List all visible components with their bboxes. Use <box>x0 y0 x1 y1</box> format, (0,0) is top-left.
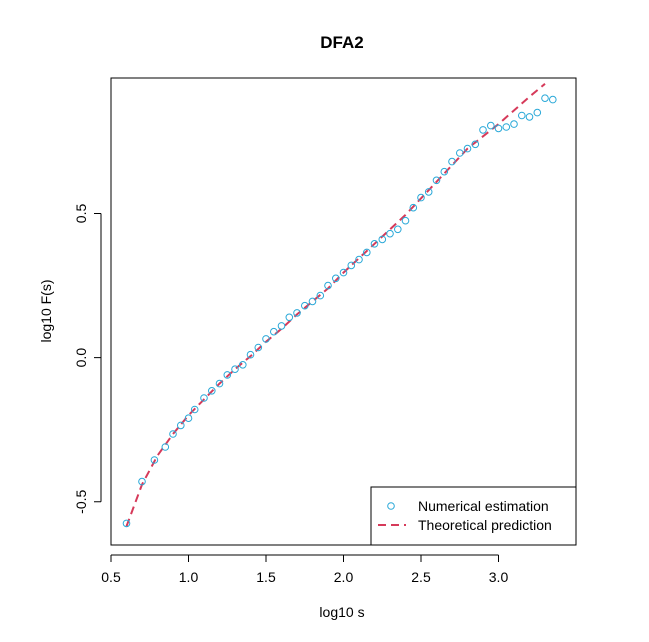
data-point <box>208 387 216 395</box>
legend-box <box>370 486 577 546</box>
data-point <box>223 371 232 379</box>
data-point <box>316 291 325 300</box>
data-point <box>215 379 224 388</box>
data-point <box>494 124 503 133</box>
x-axis-label: log10 s <box>319 604 364 620</box>
data-point <box>169 430 177 438</box>
data-point <box>487 121 495 130</box>
data-point <box>432 176 441 185</box>
data-point <box>448 157 456 166</box>
x-tick-label: 2.5 <box>411 569 431 585</box>
data-point <box>301 301 309 310</box>
data-point <box>549 95 557 104</box>
data-point <box>177 421 185 430</box>
data-point <box>525 113 534 121</box>
data-point <box>541 94 549 102</box>
legend-points-label: Numerical estimation <box>418 498 549 514</box>
x-tick-label: 3.0 <box>489 569 509 585</box>
data-point <box>386 229 394 238</box>
data-point <box>332 274 340 283</box>
data-point <box>363 248 371 257</box>
data-point <box>122 519 131 528</box>
data-point <box>409 203 418 212</box>
legend: Numerical estimation Theoretical predict… <box>370 486 577 546</box>
x-tick-label: 1.0 <box>179 569 199 585</box>
data-point <box>456 149 464 157</box>
data-point <box>347 261 356 270</box>
data-point <box>231 365 239 374</box>
y-tick-label: -0.5 <box>73 489 89 513</box>
data-point <box>394 225 402 234</box>
data-point <box>254 343 263 352</box>
data-point <box>370 240 379 248</box>
data-point <box>401 216 410 225</box>
data-point <box>324 281 332 290</box>
y-axis: -0.5 0.0 0.5 <box>73 204 102 514</box>
data-point <box>533 108 542 117</box>
data-point <box>239 361 247 369</box>
y-tick-label: 0.0 <box>73 348 89 368</box>
data-point <box>184 414 193 423</box>
data-point <box>270 327 278 336</box>
data-point <box>463 144 472 153</box>
data-point <box>355 255 363 264</box>
data-point <box>138 477 146 486</box>
data-point <box>200 394 208 402</box>
data-point <box>293 309 301 317</box>
data-point <box>510 120 518 128</box>
data-point <box>277 322 286 330</box>
x-tick-label: 0.5 <box>101 569 121 585</box>
data-point <box>262 335 270 343</box>
theoretical-prediction-line <box>125 83 546 527</box>
legend-points-marker <box>387 502 395 510</box>
data-point <box>518 111 526 120</box>
y-tick-label: 0.5 <box>73 204 89 224</box>
x-tick-label: 1.5 <box>256 569 276 585</box>
legend-line-label: Theoretical prediction <box>418 517 552 533</box>
data-point <box>246 350 255 359</box>
data-point <box>190 405 199 414</box>
data-point <box>285 313 294 322</box>
y-axis-label: log10 F(s) <box>38 279 54 342</box>
plot-area <box>110 77 577 546</box>
data-point <box>339 268 348 277</box>
data-point <box>161 443 170 451</box>
data-point <box>308 297 317 306</box>
x-tick-label: 2.0 <box>334 569 354 585</box>
x-axis: 0.5 1.0 1.5 2.0 2.5 3.0 <box>101 554 509 585</box>
data-point <box>417 193 425 202</box>
series-layer <box>122 83 557 528</box>
chart-title: DFA2 <box>320 33 363 52</box>
data-point <box>440 167 449 176</box>
data-point <box>378 235 387 244</box>
data-point <box>502 123 511 131</box>
data-point <box>471 140 480 149</box>
data-point <box>424 188 433 196</box>
data-point <box>150 456 159 464</box>
data-point <box>479 126 487 134</box>
